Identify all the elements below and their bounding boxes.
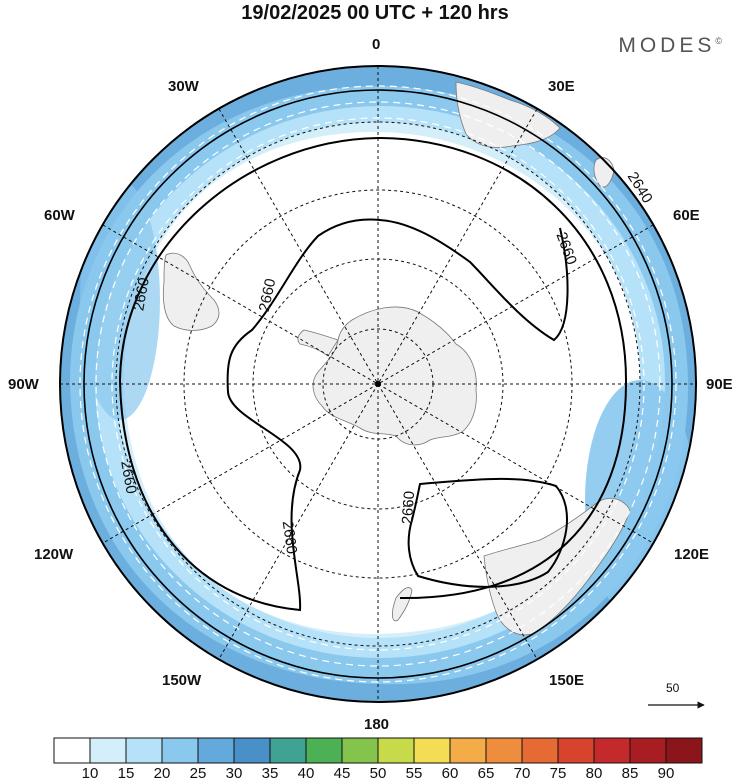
map-boundary xyxy=(59,65,697,703)
colorbar-tick-label: 15 xyxy=(117,765,135,782)
lon-label-120w: 120W xyxy=(34,546,74,563)
contour-2660-outer xyxy=(377,137,628,600)
lon-label-90e: 90E xyxy=(706,376,733,393)
contour-label-2660-a: 2660 xyxy=(130,276,153,312)
lon-label-30e: 30E xyxy=(548,78,575,95)
colorbar-swatch xyxy=(125,737,163,764)
colorbar-swatch xyxy=(629,737,667,764)
colorbar-swatch xyxy=(269,737,307,764)
colorbar-tick-label: 20 xyxy=(153,765,171,782)
contour-2640 xyxy=(83,89,673,679)
colorbar-swatch xyxy=(377,737,415,764)
colorbar-swatch xyxy=(53,737,91,764)
contour-2660-west xyxy=(118,137,569,612)
colorbar-swatch xyxy=(593,737,631,764)
contour-label-2660-b: 2660 xyxy=(256,277,280,313)
colorbar xyxy=(53,737,703,764)
colorbar-swatch xyxy=(89,737,127,764)
colorbar-tick-label: 25 xyxy=(189,765,207,782)
south-america xyxy=(162,252,220,331)
colorbar-tick-label: 70 xyxy=(513,765,531,782)
colorbar-tick-label: 45 xyxy=(333,765,351,782)
south-pole-marker xyxy=(375,381,381,387)
geopotential-contours xyxy=(83,89,673,679)
lon-label-60e: 60E xyxy=(673,207,700,224)
colorbar-tick-label: 55 xyxy=(405,765,423,782)
colorbar-tick-label: 60 xyxy=(441,765,459,782)
colorbar-swatch xyxy=(305,737,343,764)
contour-label-2660-d: 2660 xyxy=(117,459,140,495)
modes-logo: MODES© xyxy=(618,34,722,58)
new-zealand xyxy=(392,587,413,622)
lon-label-150w: 150W xyxy=(162,672,202,689)
colorbar-swatch xyxy=(557,737,595,764)
lon-label-60w: 60W xyxy=(44,207,75,224)
contour-2660-east xyxy=(407,477,568,588)
antarctica xyxy=(312,306,477,446)
colorbar-tick-label: 30 xyxy=(225,765,243,782)
colorbar-tick-label: 40 xyxy=(297,765,315,782)
colorbar-tick-label: 65 xyxy=(477,765,495,782)
lon-label-30w: 30W xyxy=(168,78,199,95)
colorbar-swatch xyxy=(521,737,559,764)
colorbar-swatch xyxy=(449,737,487,764)
brand-name: MODES xyxy=(618,34,716,57)
colorbar-tick-label: 50 xyxy=(369,765,387,782)
colorbar-tick-label: 80 xyxy=(585,765,603,782)
lon-label-150e: 150E xyxy=(549,672,585,689)
colorbar-swatch xyxy=(665,737,703,764)
colorbar-tick-label: 75 xyxy=(549,765,567,782)
colorbar-swatch xyxy=(485,737,523,764)
colorbar-tick-label: 85 xyxy=(621,765,639,782)
colorbar-swatch xyxy=(161,737,199,764)
antarctic-peninsula xyxy=(297,329,339,357)
lon-label-180: 180 xyxy=(364,716,390,733)
map-title: 19/02/2025 00 UTC + 120 hrs xyxy=(241,2,509,24)
colorbar-swatch xyxy=(413,737,451,764)
colorbar-tick-label: 10 xyxy=(81,765,99,782)
lon-label-120e: 120E xyxy=(674,546,710,563)
colorbar-tick-label: 35 xyxy=(261,765,279,782)
colorbar-swatch xyxy=(197,737,235,764)
contour-label-2660-e: 2660 xyxy=(279,520,300,555)
colorbar-swatch xyxy=(233,737,271,764)
colorbar-tick-label: 90 xyxy=(657,765,675,782)
lon-label-90w: 90W xyxy=(8,376,39,393)
south-africa xyxy=(455,81,561,148)
copyright-mark: © xyxy=(715,36,722,46)
colorbar-swatch xyxy=(341,737,379,764)
lon-label-0: 0 xyxy=(372,36,381,53)
contour-label-2660-f: 2660 xyxy=(399,490,418,524)
reference-vector-label: 50 xyxy=(666,681,680,695)
